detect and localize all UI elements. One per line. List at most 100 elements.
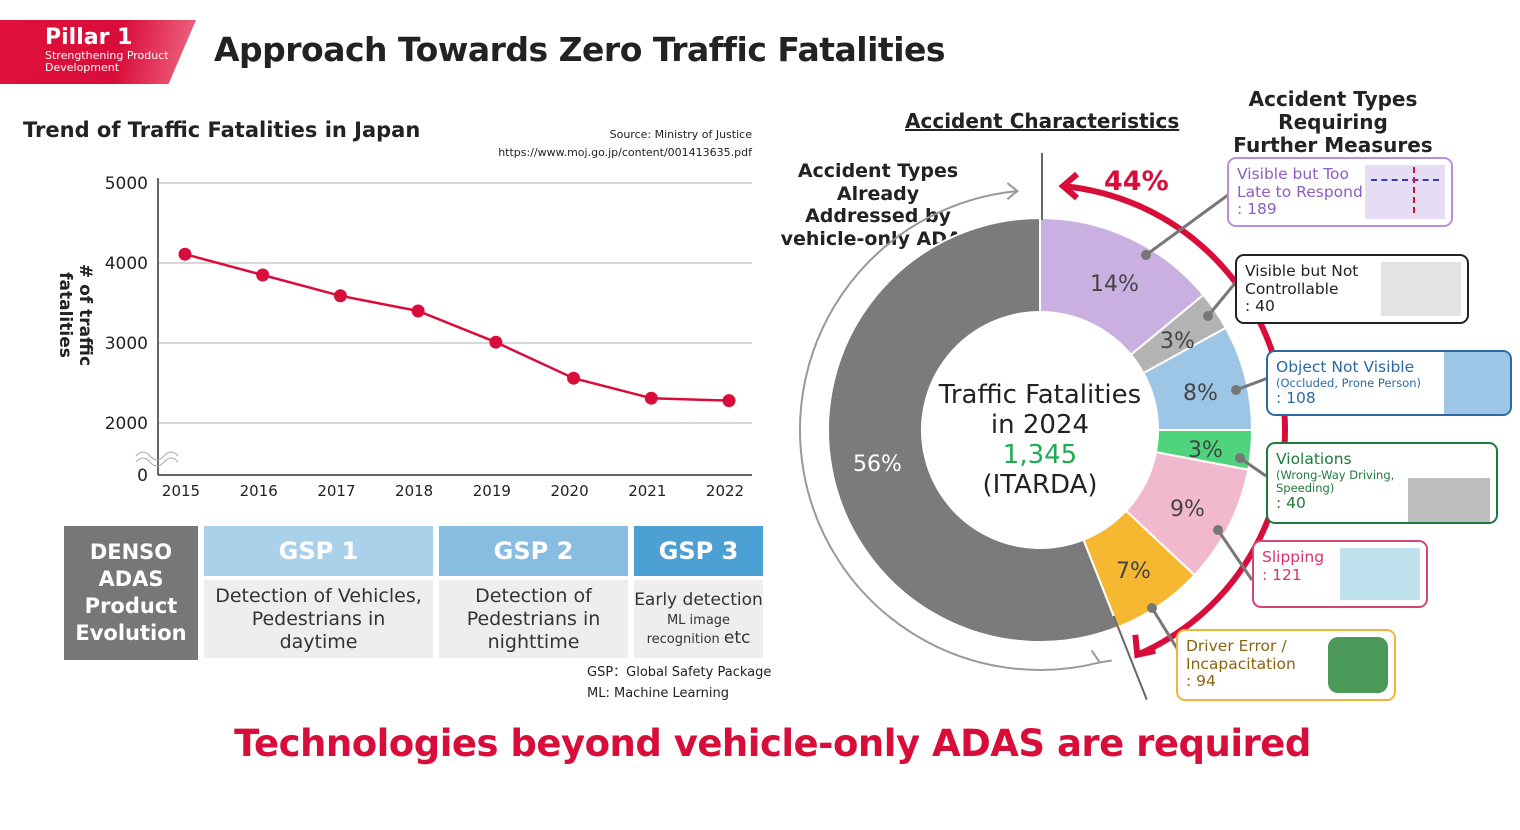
chart-title: Trend of Traffic Fatalities in Japan <box>23 118 421 142</box>
gsp1-desc: Detection of Vehicles, Pedestrians in da… <box>204 580 433 658</box>
y-tick-label: 0 <box>137 466 148 486</box>
callout-title: Incapacitation <box>1186 654 1296 673</box>
series-line <box>184 252 730 402</box>
leader-line <box>1235 376 1269 392</box>
callout-violations: Violations (Wrong-Way Driving, Speeding)… <box>1266 442 1498 524</box>
slice-label: 3% <box>1188 438 1223 463</box>
accident-characteristics-heading: Accident Characteristics <box>905 109 1180 133</box>
callout-title: Visible but Not <box>1245 262 1359 280</box>
desc-etc: etc <box>723 628 751 648</box>
callout-title: Slipping <box>1262 548 1325 566</box>
intersection-illustration <box>1365 165 1445 219</box>
slice-label: 8% <box>1183 381 1218 406</box>
desc-line: ML image <box>666 613 731 628</box>
leader-line <box>1145 193 1229 257</box>
footnote-ml: ML: Machine Learning <box>587 686 729 701</box>
callout-title: Driver Error / <box>1186 637 1287 655</box>
data-point <box>256 268 270 282</box>
arrow-icon <box>1058 171 1080 201</box>
x-tick-label: 2018 <box>395 482 433 500</box>
x-tick-label: 2015 <box>162 482 200 500</box>
callout-count: : 108 <box>1276 388 1316 407</box>
callout-count: : 94 <box>1186 672 1216 690</box>
wrong-way-illustration <box>1408 478 1490 522</box>
callout-title: Object Not Visible <box>1276 358 1415 376</box>
data-point <box>567 371 581 385</box>
occluded-illustration <box>1444 352 1510 414</box>
x-tick-label: 2017 <box>317 482 355 500</box>
donut-slice <box>827 216 1120 643</box>
leader-line <box>1150 607 1180 651</box>
slice-label: 3% <box>1160 329 1195 354</box>
data-point <box>178 247 192 261</box>
heading-line: vehicle-only ADAS <box>780 227 976 250</box>
donut-center: Traffic Fatalities in 2024 1,345 (ITARDA… <box>920 380 1160 500</box>
pillar-badge: Pillar 1 Strengthening Product Developme… <box>0 20 196 84</box>
data-point <box>411 304 425 318</box>
leader-dot <box>1235 453 1245 463</box>
slice-label: 14% <box>1090 272 1139 297</box>
leader-line <box>1206 281 1238 317</box>
gsp2-column: GSP 2 Detection of Pedestrians in nightt… <box>439 526 628 658</box>
gsp1-title: GSP 1 <box>204 526 433 576</box>
x-tick-label: 2021 <box>628 482 666 500</box>
highlight-pct: 44% <box>1104 166 1169 197</box>
gsp1-column: GSP 1 Detection of Vehicles, Pedestrians… <box>204 526 433 658</box>
data-point <box>722 394 736 408</box>
y-tick-label: 2000 <box>105 414 148 434</box>
source-url: https://www.moj.go.jp/content/001413635.… <box>498 146 752 159</box>
center-source: (ITARDA) <box>982 470 1098 500</box>
callout-title: Visible but Too <box>1237 165 1350 183</box>
desc-line: recognition <box>646 632 720 647</box>
slipping-illustration <box>1340 548 1420 600</box>
axis-break-icon <box>135 451 179 467</box>
data-point <box>489 335 503 349</box>
callout-count: : 189 <box>1237 200 1277 218</box>
pillar-label: Pillar 1 <box>45 25 133 50</box>
arrow-icon <box>1132 634 1156 659</box>
x-tick-label: 2016 <box>240 482 278 500</box>
leader-dot <box>1203 311 1213 321</box>
page-title: Approach Towards Zero Traffic Fatalities <box>214 30 946 69</box>
y-tick-label: 4000 <box>105 254 148 274</box>
leader-line <box>1239 456 1267 478</box>
source-note: Source: Ministry of Justice https://www.… <box>430 126 752 162</box>
desc-line: daytime <box>279 630 358 653</box>
desc-line: Pedestrians in <box>466 607 601 630</box>
leader-dot <box>1141 250 1151 260</box>
callout-count: : 40 <box>1245 297 1275 315</box>
desc-line: Detection of Vehicles, <box>215 584 422 607</box>
leader-dot <box>1147 603 1157 613</box>
footnote-gsp: GSP：Global Safety Package <box>587 665 772 680</box>
footnotes: GSP：Global Safety Package ML: Machine Le… <box>587 662 771 704</box>
callout-title: Late to Respond <box>1237 182 1363 201</box>
slice-label: 9% <box>1170 497 1205 522</box>
leader-dot <box>1213 525 1223 535</box>
desc-line: Pedestrians in <box>251 607 386 630</box>
x-tick-label: 2022 <box>706 482 744 500</box>
x-tick-label: 2019 <box>473 482 511 500</box>
heading-line: Further Measures <box>1233 133 1433 157</box>
center-value: 1,345 <box>1002 440 1078 470</box>
gsp2-title: GSP 2 <box>439 526 628 576</box>
center-title: Traffic Fatalities <box>938 380 1142 410</box>
leader-dot <box>1231 385 1241 395</box>
source-label: Source: Ministry of Justice <box>609 128 752 141</box>
turning-illustration <box>1381 262 1461 316</box>
callout-slipping: Slipping : 121 <box>1252 540 1428 608</box>
y-tick-label: 3000 <box>105 334 148 354</box>
desc-line: nighttime <box>487 630 580 653</box>
slice-label: 56% <box>853 452 902 477</box>
callout-too-late: Visible but Too Late to Respond : 189 <box>1227 157 1453 227</box>
heading-line: Accident Types Requiring <box>1248 87 1418 134</box>
callout-count: : 40 <box>1276 493 1306 512</box>
gsp3-title: GSP 3 <box>634 526 763 576</box>
addressed-heading: Accident Types Already Addressed by vehi… <box>760 160 996 250</box>
callout-not-visible: Object Not Visible (Occluded, Prone Pers… <box>1266 350 1512 416</box>
gsp2-desc: Detection of Pedestrians in nighttime <box>439 580 628 658</box>
heading-line: Accident Types Already <box>797 160 959 205</box>
pillar-sub: Development <box>45 61 120 74</box>
callout-count: : 121 <box>1262 565 1302 584</box>
car-illustration <box>1328 637 1388 693</box>
